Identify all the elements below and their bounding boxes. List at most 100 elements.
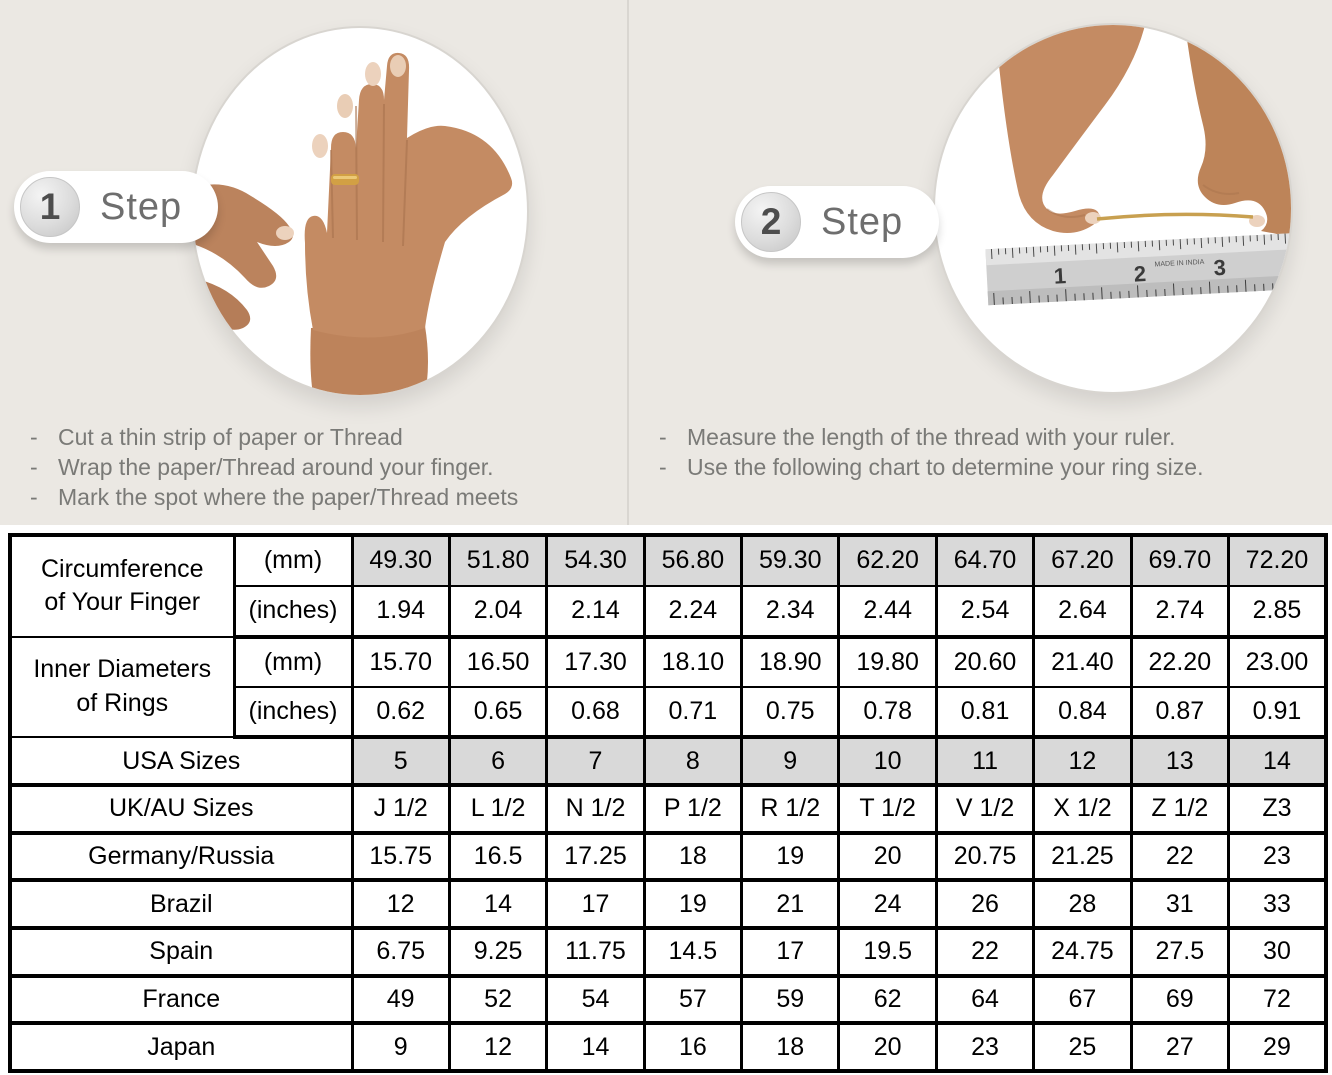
step1-photo: [191, 26, 529, 397]
table-cell: 24.75: [1032, 926, 1133, 978]
table-cell: 11: [934, 736, 1036, 787]
table-cell: 0.84: [1032, 686, 1133, 740]
table-cell: 23: [934, 1022, 1036, 1073]
unit-label: (inches): [232, 584, 354, 639]
row-label: Brazil: [8, 879, 354, 930]
table-cell: 12: [350, 879, 451, 930]
table-row: UK/AU Sizes J 1/2 L 1/2 N 1/2 P 1/2 R 1/2 T 1/…: [8, 783, 1328, 835]
table-cell: X 1/2: [1032, 783, 1133, 835]
table-cell: 15.75: [350, 831, 451, 883]
table-cell: 9: [350, 1022, 451, 1073]
dash-bullet: -: [30, 424, 38, 450]
table-cell: 5: [350, 736, 451, 787]
instruction-item: - Cut a thin strip of paper or Thread: [30, 422, 518, 452]
table-cell: 54.30: [545, 534, 646, 587]
table-cell: 16.50: [447, 635, 549, 689]
table-cell: 0.75: [740, 686, 841, 740]
table-cell: 64.70: [934, 534, 1036, 587]
ruler-number: 3: [1213, 255, 1227, 281]
measuring-thread-illustration: 1 2 3 MADE IN INDIA: [985, 25, 1291, 306]
table-cell: 13: [1129, 736, 1231, 787]
table-cell: 0.68: [545, 686, 646, 740]
row-label: UK/AU Sizes: [8, 783, 354, 835]
table-cell: 27.5: [1129, 926, 1231, 978]
table-cell: 20.60: [934, 635, 1036, 689]
table-cell: 69.70: [1129, 534, 1231, 587]
table-cell: J 1/2: [350, 783, 451, 835]
table-cell: 59: [740, 974, 841, 1026]
table-cell: 14: [1227, 736, 1328, 787]
table-cell: 59.30: [740, 534, 841, 587]
table-cell: 62.20: [837, 534, 938, 587]
table-cell: 0.65: [447, 686, 549, 740]
table-cell: Z3: [1227, 783, 1328, 835]
table-cell: 0.71: [642, 686, 744, 740]
table-cell: 67.20: [1032, 534, 1133, 587]
table-row: Inner Diameters of Rings (mm) 15.70 16.50 17…: [8, 635, 1328, 739]
table-cell: 0.62: [350, 686, 451, 740]
unit-label: (mm): [232, 635, 354, 689]
step1-panel: 1 Step - Cut a thin strip of paper or Th…: [0, 0, 627, 525]
table-cell: 24: [837, 879, 938, 930]
table-cell: 22.20: [1129, 635, 1231, 689]
panel-divider: [627, 0, 629, 525]
table-cell: 18: [740, 1022, 841, 1073]
table-row: (inches) 0.62 0.65 0.68 0.71 0.75 0.78 0.81 0.84…: [10, 686, 1328, 740]
step2-photo: 1 2 3 MADE IN INDIA: [933, 23, 1293, 394]
table-cell: 14.5: [642, 926, 744, 978]
instruction-text: Use the following chart to determine you…: [687, 454, 1204, 480]
table-cell: 64: [934, 974, 1036, 1026]
table-cell: 8: [642, 736, 744, 787]
table-cell: 72: [1227, 974, 1328, 1026]
table-cell: 31: [1129, 879, 1231, 930]
table-cell: 67: [1032, 974, 1133, 1026]
table-cell: 2.44: [837, 584, 938, 639]
ruler-number: 2: [1133, 261, 1147, 287]
table-cell: 52: [447, 974, 549, 1026]
table-cell: 16: [642, 1022, 744, 1073]
steps-section: 1 Step - Cut a thin strip of paper or Th…: [0, 0, 1332, 525]
table-cell: 19: [740, 831, 841, 883]
table-cell: 20.75: [934, 831, 1036, 883]
table-cell: 0.81: [934, 686, 1036, 740]
table-cell: 12: [447, 1022, 549, 1073]
table-cell: 15.70: [350, 635, 451, 689]
table-cell: 19.5: [837, 926, 938, 978]
table-cell: 27: [1129, 1022, 1231, 1073]
instruction-text: Wrap the paper/Thread around your finger…: [58, 454, 494, 480]
instruction-text: Cut a thin strip of paper or Thread: [58, 424, 403, 450]
table-cell: 17: [545, 879, 646, 930]
table-cell: 9.25: [447, 926, 549, 978]
instruction-item: - Use the following chart to determine y…: [659, 452, 1203, 482]
table-cell: 19: [642, 879, 744, 930]
step1-label: Step: [100, 185, 183, 228]
table-cell: 54: [545, 974, 646, 1026]
table-cell: T 1/2: [837, 783, 938, 835]
instruction-item: - Measure the length of the thread with …: [659, 422, 1203, 452]
ruler-number: 1: [1053, 263, 1067, 289]
table-row: USA Sizes 5 6 7 8 9 10 11 12 13 14: [8, 736, 1328, 787]
table-cell: 6: [447, 736, 549, 787]
table-cell: 20: [837, 1022, 938, 1073]
table-row: Japan 9 12 14 16 18 20 23 25 27 29: [8, 1022, 1328, 1073]
instruction-item: - Wrap the paper/Thread around your fing…: [30, 452, 518, 482]
unit-label: (mm): [232, 534, 354, 587]
table-cell: 2.54: [934, 584, 1036, 639]
table-cell: 26: [934, 879, 1036, 930]
table-cell: 11.75: [545, 926, 646, 978]
table-cell: 12: [1032, 736, 1133, 787]
table-cell: 28: [1032, 879, 1133, 930]
table-cell: 21: [740, 879, 841, 930]
table-cell: 2.74: [1129, 584, 1231, 639]
table-cell: 30: [1227, 926, 1328, 978]
ruler-fine-print: MADE IN INDIA: [1154, 259, 1204, 269]
table-cell: 2.24: [642, 584, 744, 639]
table-cell: 2.34: [740, 584, 841, 639]
instruction-text: Measure the length of the thread with yo…: [687, 424, 1176, 450]
table-cell: 6.75: [350, 926, 451, 978]
table-cell: 18: [642, 831, 744, 883]
table-cell: 56.80: [642, 534, 744, 587]
table-cell: 1.94: [350, 584, 451, 639]
table-cell: 49.30: [350, 534, 451, 587]
table-cell: 51.80: [447, 534, 549, 587]
